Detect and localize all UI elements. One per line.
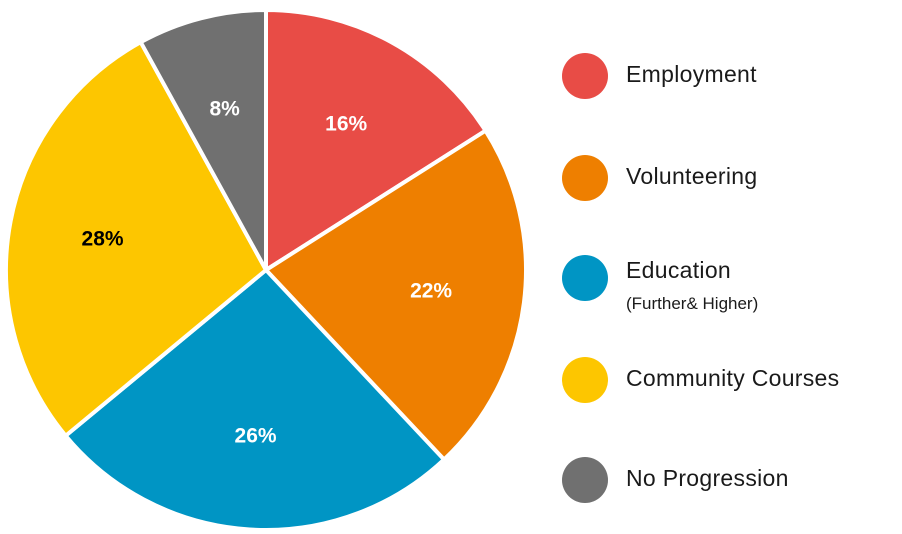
legend-sublabel-education: (Further& Higher) (626, 294, 759, 313)
legend-item-education: Education (Further& Higher) (562, 255, 902, 325)
slice-community-courses (4, 40, 268, 438)
legend-item-employment: Employment (562, 53, 902, 103)
legend-swatch-education (562, 255, 608, 301)
legend-item-volunteering: Volunteering (562, 155, 902, 205)
legend-swatch-employment (562, 53, 608, 99)
pie-chart: 16% 22% 26% 28% 8% (4, 8, 528, 532)
legend-swatch-volunteering (562, 155, 608, 201)
slice-label-no-progression: 8% (209, 97, 240, 120)
legend-swatch-no-progression (562, 457, 608, 503)
slice-label-employment: 16% (325, 113, 367, 136)
legend-swatch-community-courses (562, 357, 608, 403)
slice-no-progression (138, 8, 268, 272)
slice-label-volunteering: 22% (410, 279, 452, 302)
slice-label-community-courses: 28% (82, 227, 124, 250)
legend-item-community-courses: Community Courses (562, 357, 902, 407)
slice-label-education: 26% (235, 425, 277, 448)
legend-label-volunteering: Volunteering (626, 163, 758, 189)
legend-label-education: Education (626, 257, 731, 283)
legend-label-employment: Employment (626, 61, 757, 87)
legend-label-no-progression: No Progression (626, 465, 789, 491)
slice-volunteering (264, 128, 528, 462)
slice-education (63, 268, 446, 532)
legend-label-community-courses: Community Courses (626, 365, 840, 391)
slice-employment (264, 8, 488, 272)
legend-item-no-progression: No Progression (562, 457, 902, 507)
legend: Employment Volunteering Education (Furth… (562, 0, 902, 534)
